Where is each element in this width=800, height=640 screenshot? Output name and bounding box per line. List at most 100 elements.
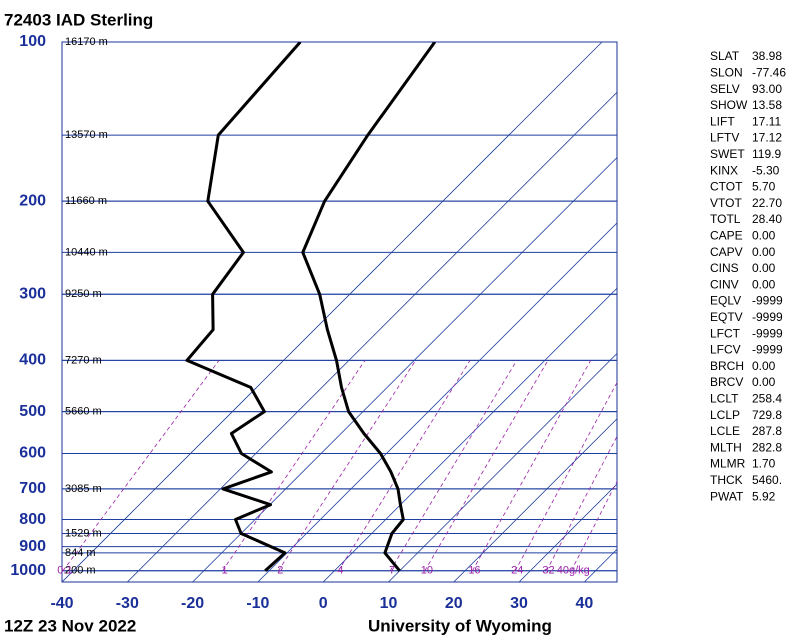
x-tick-label: 40	[575, 595, 593, 612]
mixing-ratio-label: 40g/kg	[557, 565, 590, 577]
param-value: 0.00	[752, 359, 776, 373]
mixing-ratio-label: 7	[389, 565, 395, 577]
x-tick-label: 20	[445, 595, 463, 612]
param-name: THCK	[710, 473, 743, 487]
param-value: 119.9	[752, 147, 781, 161]
param-value: 13.58	[752, 98, 782, 112]
x-tick-label: -30	[116, 595, 139, 612]
param-name: KINX	[710, 163, 738, 177]
mixing-ratio-label: 10	[421, 565, 433, 577]
param-value: 729.8	[752, 408, 782, 422]
param-value: 287.8	[752, 424, 782, 438]
param-value: -9999	[752, 294, 783, 308]
param-value: 38.98	[752, 49, 782, 63]
param-name: EQTV	[710, 310, 743, 324]
param-value: -9999	[752, 343, 783, 357]
param-name: SELV	[710, 82, 740, 96]
height-label: 844 m	[65, 547, 96, 559]
isotherm	[257, 222, 617, 582]
grid	[62, 42, 617, 582]
param-name: BRCH	[710, 359, 744, 373]
isotherm	[518, 483, 617, 582]
y-tick-label: 600	[19, 445, 46, 462]
x-tick-label: -10	[246, 595, 269, 612]
mixing-ratio-label: 2	[277, 565, 283, 577]
param-value: 0.00	[752, 245, 776, 259]
height-label: 1529 m	[65, 527, 102, 539]
profiles	[185, 42, 437, 572]
isotherm	[453, 418, 617, 582]
y-tick-label: 300	[19, 286, 46, 303]
y-tick-label: 1000	[10, 562, 46, 579]
dewpoint-line	[185, 42, 302, 572]
mixing-ratio-label: 4	[337, 565, 343, 577]
x-tick-label: 30	[510, 595, 528, 612]
param-name: SLAT	[710, 49, 740, 63]
param-name: SLON	[710, 65, 743, 79]
y-tick-label: 800	[19, 511, 46, 528]
height-label: 7270 m	[65, 354, 102, 366]
param-value: 17.12	[752, 131, 782, 145]
param-value: 93.00	[752, 82, 782, 96]
isotherm	[127, 91, 617, 582]
y-tick-label: 500	[19, 403, 46, 420]
mixing-ratio-line	[62, 360, 220, 572]
param-value: -9999	[752, 310, 783, 324]
y-tick-label: 100	[19, 33, 46, 50]
param-name: LFCT	[710, 326, 741, 340]
param-name: CINS	[710, 261, 739, 275]
param-name: EQLV	[710, 294, 741, 308]
mixing-ratio-line	[424, 360, 549, 571]
mixing-ratio-line	[389, 360, 518, 572]
isotherm	[322, 287, 617, 582]
x-tick-label: 0	[319, 595, 328, 612]
param-name: CAPV	[710, 245, 743, 259]
x-tick-label: -20	[181, 595, 204, 612]
param-value: 0.00	[752, 375, 776, 389]
param-value: 0.00	[752, 277, 776, 291]
param-name: LFTV	[710, 131, 739, 145]
param-value: 0.00	[752, 261, 776, 275]
param-value: 5.92	[752, 489, 776, 503]
temperature-line	[301, 42, 437, 572]
param-name: CTOT	[710, 180, 743, 194]
param-value: -9999	[752, 326, 783, 340]
mixing-ratio-label: 0.1	[57, 565, 72, 577]
param-name: LIFT	[710, 114, 735, 128]
param-name: PWAT	[710, 489, 744, 503]
height-label: 200 m	[65, 565, 96, 577]
param-value: 0.00	[752, 228, 776, 242]
param-name: MLTH	[710, 440, 742, 454]
param-name: SWET	[710, 147, 745, 161]
height-label: 13570 m	[65, 129, 108, 141]
x-tick-label: -40	[50, 595, 73, 612]
height-label: 11660 m	[65, 195, 107, 207]
y-tick-label: 400	[19, 352, 46, 369]
height-label: 16170 m	[65, 36, 108, 48]
param-value: 5.70	[752, 180, 776, 194]
height-label: 10440 m	[65, 246, 108, 258]
param-value: 1.70	[752, 457, 776, 471]
param-name: VTOT	[710, 196, 742, 210]
mixing-ratio-label: 16	[468, 565, 480, 577]
param-value: 5460.	[752, 473, 782, 487]
param-name: LCLT	[710, 391, 739, 405]
mixing-ratio-label: 32	[542, 565, 554, 577]
param-name: CINV	[710, 277, 739, 291]
chart-title: 72403 IAD Sterling	[4, 10, 153, 29]
param-name: LFCV	[710, 343, 741, 357]
height-label: 3085 m	[65, 483, 102, 495]
param-value: 258.4	[752, 391, 782, 405]
param-name: SHOW	[710, 98, 748, 112]
isotherm	[62, 42, 603, 582]
y-tick-label: 700	[19, 480, 46, 497]
height-label: 9250 m	[65, 288, 102, 300]
param-name: LCLE	[710, 424, 740, 438]
param-value: 22.70	[752, 196, 782, 210]
x-tick-label: 10	[380, 595, 398, 612]
mixing-ratio-label: 24	[511, 565, 523, 577]
isotherm	[388, 352, 617, 582]
param-value: -77.46	[752, 65, 786, 79]
param-name: TOTL	[710, 212, 741, 226]
